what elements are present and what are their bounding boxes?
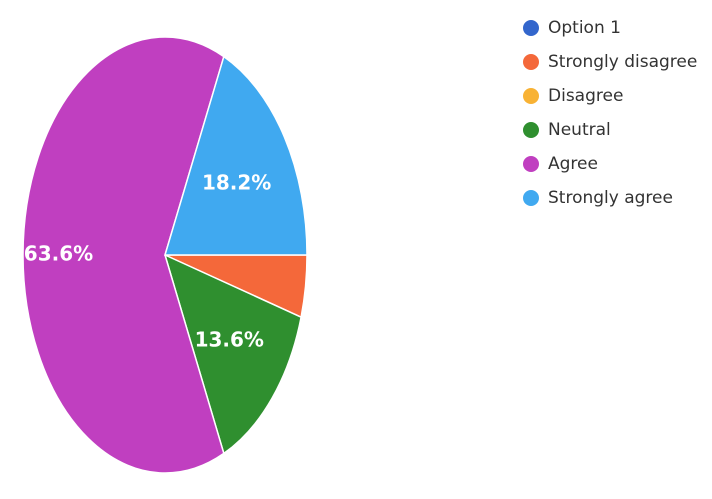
pie-slice (163, 253, 302, 455)
legend-marker (523, 20, 539, 36)
value-label: 63.6% (24, 242, 93, 266)
pie-slice (22, 36, 225, 474)
legend-marker (523, 122, 539, 138)
pie-slice (163, 55, 308, 256)
legend-marker (523, 190, 539, 206)
legend-label: Disagree (548, 86, 623, 106)
value-label: 18.2% (202, 171, 271, 195)
legend-label: Strongly agree (548, 188, 673, 208)
legend-label: Agree (548, 154, 598, 174)
legend-label: Neutral (548, 120, 611, 140)
value-label: 13.6% (195, 327, 264, 351)
legend-marker (523, 88, 539, 104)
legend-label: Option 1 (548, 18, 621, 38)
legend-label: Strongly disagree (548, 52, 697, 72)
legend-marker (523, 54, 539, 70)
legend-marker (523, 156, 539, 172)
